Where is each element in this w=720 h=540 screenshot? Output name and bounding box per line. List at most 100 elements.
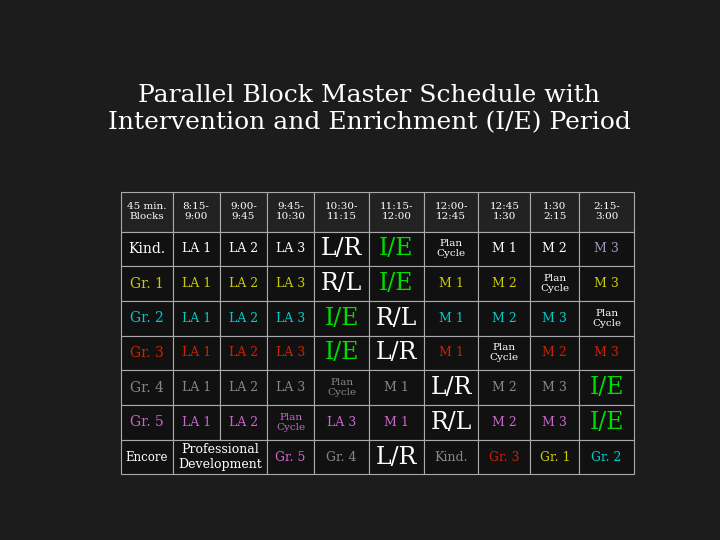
Text: L/R: L/R (376, 341, 417, 365)
Text: Plan
Cycle: Plan Cycle (490, 343, 519, 362)
Bar (531, 301, 580, 335)
Text: Kind.: Kind. (128, 242, 165, 256)
Bar (479, 192, 531, 232)
Bar (267, 301, 315, 335)
Text: 9:45-
10:30: 9:45- 10:30 (276, 202, 306, 221)
Bar (424, 266, 479, 301)
Text: 12:00-
12:45: 12:00- 12:45 (434, 202, 468, 221)
Text: I/E: I/E (590, 376, 624, 399)
Text: LA 1: LA 1 (181, 312, 211, 325)
Text: Gr. 1: Gr. 1 (539, 450, 570, 463)
Bar (369, 266, 424, 301)
Text: LA 2: LA 2 (229, 416, 258, 429)
Bar (267, 335, 315, 370)
Bar (531, 335, 580, 370)
Text: Plan
Cycle: Plan Cycle (540, 274, 570, 293)
Bar (369, 335, 424, 370)
Bar (531, 370, 580, 405)
Text: Gr. 4: Gr. 4 (326, 450, 357, 463)
Bar (220, 405, 267, 440)
Bar (580, 232, 634, 266)
Bar (315, 335, 369, 370)
Bar (369, 301, 424, 335)
Bar (479, 266, 531, 301)
Bar (220, 266, 267, 301)
Text: LA 2: LA 2 (229, 242, 258, 255)
Text: Gr. 5: Gr. 5 (130, 415, 163, 429)
Bar (580, 266, 634, 301)
Text: Parallel Block Master Schedule with
Intervention and Enrichment (I/E) Period: Parallel Block Master Schedule with Inte… (107, 84, 631, 134)
Text: 8:15-
9:00: 8:15- 9:00 (183, 202, 210, 221)
Bar (580, 405, 634, 440)
Text: LA 2: LA 2 (229, 312, 258, 325)
Text: I/E: I/E (379, 238, 413, 260)
Text: M 1: M 1 (438, 277, 464, 290)
Text: 45 min.
Blocks: 45 min. Blocks (127, 202, 166, 221)
Bar (315, 405, 369, 440)
Bar (424, 440, 479, 474)
Bar (531, 232, 580, 266)
Text: M 3: M 3 (542, 416, 567, 429)
Bar (531, 405, 580, 440)
Text: LA 2: LA 2 (229, 347, 258, 360)
Bar (173, 232, 220, 266)
Text: I/E: I/E (379, 272, 413, 295)
Bar (315, 440, 369, 474)
Text: LA 1: LA 1 (181, 347, 211, 360)
Text: 2:15-
3:00: 2:15- 3:00 (593, 202, 620, 221)
Text: M 3: M 3 (594, 242, 619, 255)
Bar (121, 301, 173, 335)
Text: LA 1: LA 1 (181, 277, 211, 290)
Bar (424, 232, 479, 266)
Text: R/L: R/L (321, 272, 362, 295)
Text: Plan
Cycle: Plan Cycle (436, 239, 466, 258)
Text: M 1: M 1 (438, 347, 464, 360)
Text: M 2: M 2 (542, 347, 567, 360)
Text: LA 2: LA 2 (229, 277, 258, 290)
Text: Kind.: Kind. (434, 450, 468, 463)
Bar (121, 440, 173, 474)
Text: LA 3: LA 3 (327, 416, 356, 429)
Text: I/E: I/E (590, 411, 624, 434)
Bar (315, 370, 369, 405)
Bar (369, 440, 424, 474)
Text: M 3: M 3 (594, 277, 619, 290)
Bar (424, 335, 479, 370)
Text: M 1: M 1 (384, 416, 409, 429)
Bar (173, 192, 220, 232)
Bar (220, 370, 267, 405)
Text: Gr. 3: Gr. 3 (489, 450, 520, 463)
Text: L/R: L/R (431, 376, 472, 399)
Bar (479, 370, 531, 405)
Text: 9:00-
9:45: 9:00- 9:45 (230, 202, 257, 221)
Text: M 1: M 1 (384, 381, 409, 394)
Bar (369, 232, 424, 266)
Text: M 2: M 2 (492, 416, 517, 429)
Text: M 1: M 1 (492, 242, 517, 255)
Bar (315, 232, 369, 266)
Bar (315, 192, 369, 232)
Bar (173, 301, 220, 335)
Bar (173, 266, 220, 301)
Text: Gr. 5: Gr. 5 (276, 450, 306, 463)
Bar (424, 192, 479, 232)
Text: LA 1: LA 1 (181, 416, 211, 429)
Bar (479, 440, 531, 474)
Text: M 1: M 1 (438, 312, 464, 325)
Text: LA 3: LA 3 (276, 381, 305, 394)
Bar (173, 440, 267, 474)
Bar (121, 232, 173, 266)
Bar (580, 335, 634, 370)
Bar (121, 192, 173, 232)
Text: Plan
Cycle: Plan Cycle (327, 378, 356, 397)
Bar (424, 370, 479, 405)
Text: M 2: M 2 (492, 277, 517, 290)
Bar (173, 370, 220, 405)
Text: M 2: M 2 (492, 381, 517, 394)
Text: LA 1: LA 1 (181, 381, 211, 394)
Bar (315, 266, 369, 301)
Bar (220, 335, 267, 370)
Text: M 2: M 2 (542, 242, 567, 255)
Text: Plan
Cycle: Plan Cycle (592, 309, 621, 328)
Text: Encore: Encore (125, 450, 168, 463)
